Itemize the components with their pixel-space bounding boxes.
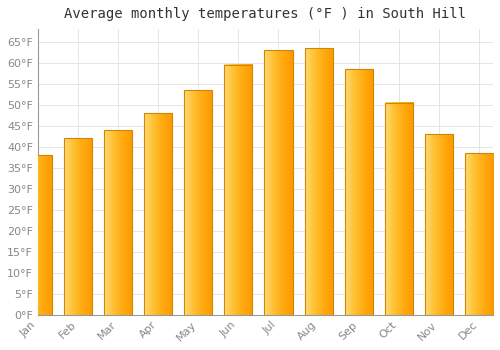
Bar xyxy=(24,155,52,315)
Bar xyxy=(224,65,252,315)
Bar xyxy=(385,103,413,315)
Bar xyxy=(64,138,92,315)
Bar xyxy=(425,134,453,315)
Bar xyxy=(465,153,493,315)
Title: Average monthly temperatures (°F ) in South Hill: Average monthly temperatures (°F ) in So… xyxy=(64,7,466,21)
Bar xyxy=(344,69,372,315)
Bar xyxy=(144,113,172,315)
Bar xyxy=(304,48,332,315)
Bar xyxy=(104,130,132,315)
Bar xyxy=(184,90,212,315)
Bar xyxy=(264,50,292,315)
